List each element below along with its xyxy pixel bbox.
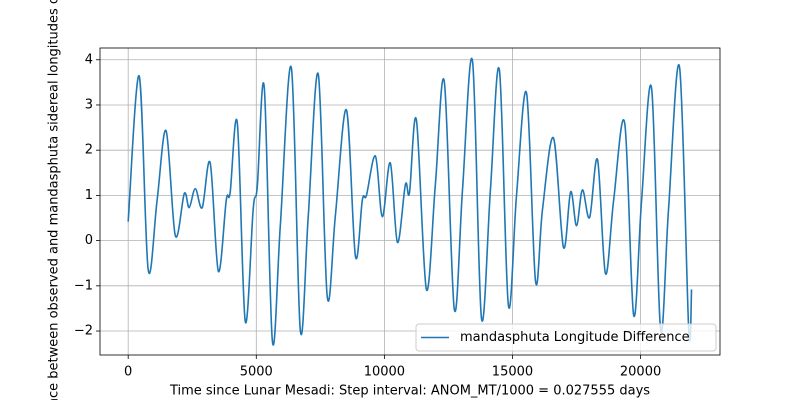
axes-frame xyxy=(99,47,721,356)
y-tick-label: 3 xyxy=(85,97,93,112)
data-line xyxy=(127,57,693,346)
y-tick-label: −1 xyxy=(74,278,93,293)
x-tick-label: 20000 xyxy=(620,365,661,380)
x-tick-label: 15000 xyxy=(492,365,533,380)
y-tick-label: 4 xyxy=(85,52,93,67)
legend-box xyxy=(415,323,717,352)
x-tick-label: 5000 xyxy=(240,365,273,380)
legend-label: mandasphuta Longitude Difference xyxy=(460,330,690,345)
x-tick-label: 0 xyxy=(124,365,132,380)
legend: mandasphuta Longitude Difference xyxy=(415,323,717,352)
x-tick-label: 10000 xyxy=(364,365,405,380)
y-tick-label: −2 xyxy=(74,324,93,339)
y-tick-label: 2 xyxy=(85,143,93,158)
y-tick-label: 0 xyxy=(85,233,93,248)
x-axis-label: Time since Lunar Mesadi: Step interval: … xyxy=(169,384,650,399)
y-tick-label: 1 xyxy=(85,188,93,203)
y-axis-label: Difference between observed and mandasph… xyxy=(47,0,62,400)
